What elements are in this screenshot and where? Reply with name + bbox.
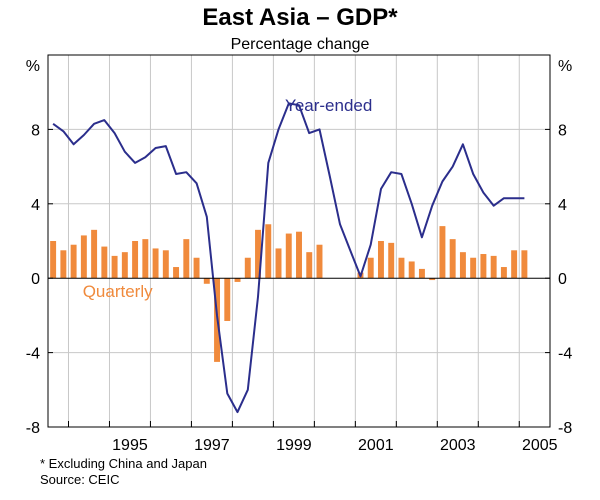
bar-quarterly <box>459 252 466 279</box>
bar-quarterly <box>449 239 456 279</box>
bar-quarterly <box>418 268 425 279</box>
y-unit-left: % <box>26 58 40 75</box>
x-tick-label: 2003 <box>440 437 476 454</box>
bar-quarterly <box>244 257 251 279</box>
bar-quarterly <box>203 278 210 284</box>
bar-quarterly <box>388 242 395 279</box>
bar-quarterly <box>377 241 384 279</box>
x-tick-label: 1995 <box>112 437 148 454</box>
y-tick-label-left: 8 <box>31 122 40 139</box>
label-quarterly: Quarterly <box>83 282 153 301</box>
bar-quarterly <box>224 278 231 321</box>
footnote: * Excluding China and Japan <box>40 456 207 471</box>
bar-quarterly <box>162 250 169 279</box>
y-unit-right: % <box>558 58 572 75</box>
y-tick-label-right: 0 <box>558 271 567 288</box>
line-year-ended <box>52 102 525 414</box>
chart-subtitle: Percentage change <box>230 36 370 53</box>
label-year-ended: Year-ended <box>285 96 372 115</box>
bar-quarterly <box>101 246 108 279</box>
bar-quarterly <box>480 254 487 279</box>
bar-quarterly <box>429 278 436 281</box>
bar-quarterly <box>511 250 518 279</box>
source-note: Source: CEIC <box>40 472 120 487</box>
bar-quarterly <box>193 257 200 279</box>
x-tick-label: 1997 <box>194 437 230 454</box>
y-tick-label-right: -4 <box>558 346 572 363</box>
bar-quarterly <box>408 261 415 279</box>
bar-quarterly <box>490 255 497 279</box>
chart-title: East Asia – GDP* <box>202 4 398 31</box>
bar-quarterly <box>500 267 507 279</box>
x-tick-label: 2001 <box>358 437 394 454</box>
y-tick-label-left: 4 <box>31 197 40 214</box>
bar-quarterly <box>306 252 313 279</box>
y-tick-label-right: 8 <box>558 122 567 139</box>
bar-quarterly <box>60 250 67 279</box>
bar-quarterly <box>142 239 149 279</box>
bar-quarterly <box>91 229 98 279</box>
y-tick-label-left: 0 <box>31 271 40 288</box>
bar-quarterly <box>183 239 190 279</box>
bar-quarterly <box>521 250 528 279</box>
bar-quarterly <box>470 257 477 279</box>
y-tick-label-left: -8 <box>26 420 40 437</box>
y-tick-label-right: -8 <box>558 420 572 437</box>
bar-quarterly <box>265 224 272 279</box>
bar-quarterly <box>367 257 374 279</box>
bar-quarterly <box>296 231 302 279</box>
bar-quarterly <box>275 248 282 279</box>
plot-frame <box>47 54 551 428</box>
bar-quarterly <box>80 235 87 279</box>
bar-quarterly <box>316 244 323 279</box>
y-tick-label-left: -4 <box>26 346 40 363</box>
bar-quarterly <box>234 278 241 282</box>
bar-quarterly <box>111 255 118 279</box>
bar-quarterly <box>70 244 77 279</box>
bar-quarterly <box>439 226 446 279</box>
bar-quarterly <box>152 248 159 279</box>
bar-quarterly <box>173 267 180 279</box>
bar-quarterly <box>50 241 57 279</box>
bar-quarterly <box>255 229 261 279</box>
x-tick-label: 1999 <box>276 437 312 454</box>
bar-quarterly <box>132 241 139 279</box>
bar-quarterly <box>285 233 292 279</box>
y-tick-label-right: 4 <box>558 197 567 214</box>
bar-quarterly <box>398 257 405 279</box>
x-tick-label: 2005 <box>522 437 558 454</box>
bar-quarterly <box>121 252 128 279</box>
